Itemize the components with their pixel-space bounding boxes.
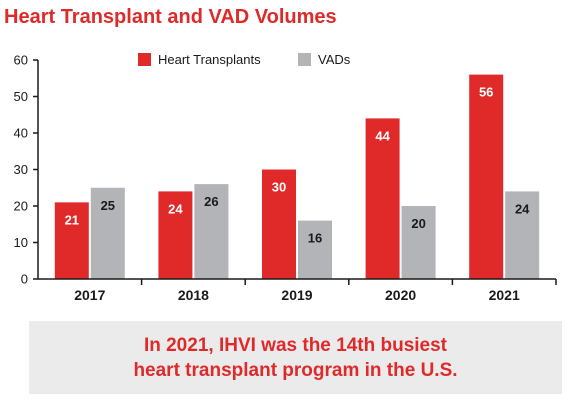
bar-vads-2019	[298, 220, 332, 279]
data-label-transplants-2020: 44	[375, 128, 390, 143]
x-tick-label: 2017	[74, 287, 105, 303]
x-axis: 2017 2018 2019 2020 2021	[38, 278, 557, 303]
callout-line-2: heart transplant program in the U.S.	[133, 359, 458, 381]
data-label-vads-2019: 16	[308, 231, 322, 246]
y-tick-label: 30	[14, 162, 28, 177]
bar-transplants-2021	[469, 74, 504, 279]
data-label-vads-2018: 26	[204, 194, 218, 209]
legend-vads-swatch	[298, 53, 311, 66]
bar-transplants-2018	[158, 191, 193, 279]
legend-transplants-swatch	[138, 53, 151, 66]
y-tick-label: 20	[14, 199, 28, 214]
legend-vads-label: VADs	[318, 52, 351, 67]
callout-line-1: In 2021, IHVI was the 14th busiest	[143, 334, 448, 356]
x-tick-label: 2021	[489, 287, 520, 303]
chart-title: Heart Transplant and VAD Volumes	[4, 6, 337, 28]
data-label-transplants-2019: 30	[272, 180, 286, 195]
bar-vads-2020	[401, 206, 436, 279]
chart-legend: Heart Transplants VADs	[138, 52, 351, 67]
bar-transplants-2019	[262, 169, 296, 279]
data-label-vads-2017: 25	[101, 198, 115, 213]
y-tick-label: 60	[14, 53, 28, 68]
data-label-vads-2020: 20	[411, 216, 425, 231]
data-label-transplants-2018: 24	[168, 201, 183, 216]
callout-box: In 2021, IHVI was the 14th busiest heart…	[29, 321, 562, 394]
y-tick-label: 10	[14, 235, 28, 250]
data-label-transplants-2021: 56	[479, 85, 493, 100]
y-tick-label: 40	[14, 126, 28, 141]
bar-chart: Heart Transplants VADs 0 10 20 30 40 50 60 21 25…	[14, 52, 557, 303]
y-tick-label: 50	[14, 89, 28, 104]
data-label-vads-2021: 24	[515, 201, 530, 216]
x-tick-label: 2018	[178, 287, 209, 303]
legend-transplants-label: Heart Transplants	[158, 52, 261, 67]
bar-vads-2017	[90, 187, 125, 279]
bar-series: 21 25 24 26 30 16 44 20 56 24	[54, 74, 540, 280]
bar-transplants-2017	[54, 202, 89, 279]
data-label-transplants-2017: 21	[65, 212, 79, 227]
x-tick-label: 2020	[385, 287, 416, 303]
y-axis: 0 10 20 30 40 50 60	[14, 53, 39, 287]
callout-text: In 2021, IHVI was the 14th busiest heart…	[133, 333, 457, 383]
y-tick-label: 0	[21, 272, 28, 287]
bar-vads-2021	[505, 191, 540, 279]
x-tick-label: 2019	[281, 287, 312, 303]
bar-vads-2018	[194, 184, 229, 279]
bar-transplants-2020	[365, 118, 400, 280]
